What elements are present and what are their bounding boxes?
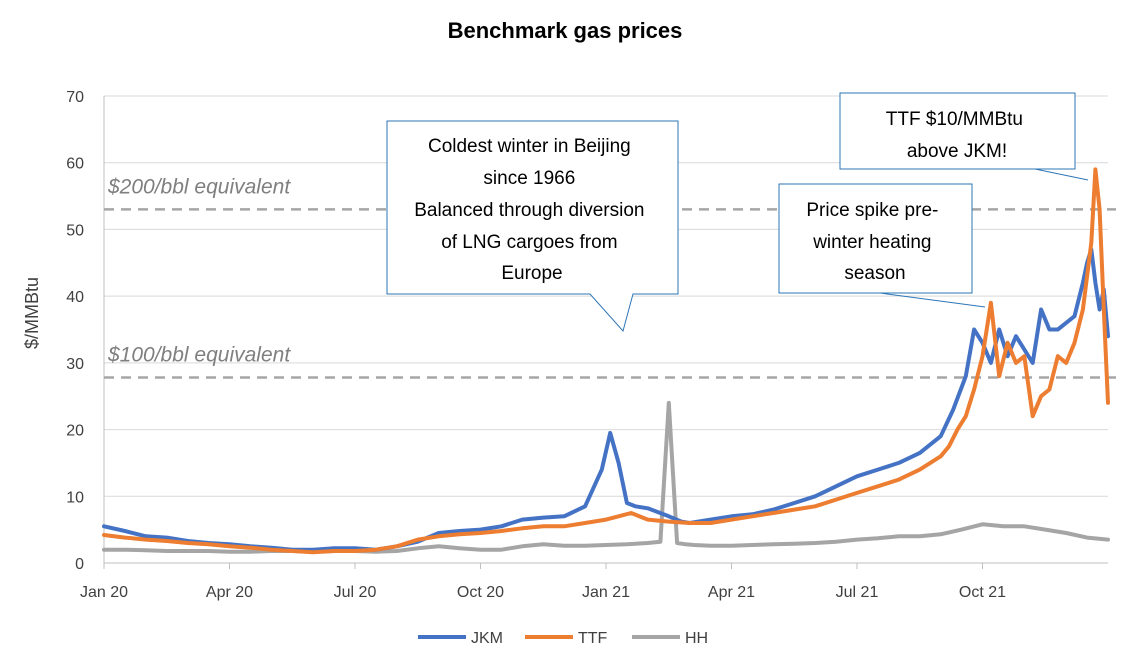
- legend-label-hh: HH: [685, 630, 708, 647]
- callout-price-spike-box: [778, 183, 973, 294]
- x-tick-label: Apr 20: [206, 584, 253, 601]
- chart-title: Benchmark gas prices: [448, 18, 683, 43]
- callout-beijing-line: Balanced through diversion: [414, 200, 644, 221]
- x-tick-label: Jan 21: [582, 584, 630, 601]
- callout-beijing-box: [386, 120, 679, 333]
- x-tick-label: Oct 20: [457, 584, 504, 601]
- callout-beijing-line: of LNG cargoes from: [441, 232, 617, 253]
- callout-price-spike-line: season: [844, 263, 905, 284]
- reference-lines: $200/bbl equivalent $100/bbl equivalent: [104, 175, 1116, 379]
- series-line-ttf: [102, 167, 1110, 555]
- reference-line-label: $100/bbl equivalent: [107, 344, 291, 367]
- x-tick-label: Jul 20: [334, 584, 377, 601]
- y-tick-label: 30: [66, 356, 84, 373]
- callout-ttf-line: above JKM!: [907, 141, 1007, 162]
- callout-beijing: Coldest winter in Beijing since 1966 Bal…: [386, 120, 679, 333]
- y-ticks: 0 10 20 30 40 50 60 70: [66, 89, 84, 573]
- callout-beijing-line: Coldest winter in Beijing: [428, 136, 631, 157]
- callout-price-spike-text: Price spike pre- winter heating season: [806, 200, 943, 284]
- y-tick-label: 0: [75, 556, 84, 573]
- callout-price-spike-pointer: [879, 292, 986, 308]
- x-ticks: Jan 20 Apr 20 Jul 20 Oct 20 Jan 21 Apr 21 Jul …: [80, 563, 1006, 601]
- callout-ttf-pointer: [1034, 168, 1089, 181]
- series-line-hh: [102, 400, 1110, 554]
- x-tick-label: Apr 21: [708, 584, 755, 601]
- x-tick-label: Jul 21: [836, 584, 879, 601]
- legend: JKM TTF HH: [418, 630, 708, 647]
- callout-ttf-line: TTF $10/MMBtu: [886, 109, 1023, 130]
- x-tick-label: Oct 21: [959, 584, 1006, 601]
- y-axis-label: $/MMBtu: [22, 277, 42, 349]
- reference-line-label: $200/bbl equivalent: [107, 175, 291, 198]
- x-tick-label: Jan 20: [80, 584, 128, 601]
- callout-beijing-line: Europe: [501, 263, 562, 284]
- callout-ttf-box: [839, 92, 1076, 170]
- y-tick-label: 10: [66, 489, 84, 506]
- y-tick-label: 40: [66, 289, 84, 306]
- callout-price-spike-line: winter heating: [812, 232, 931, 253]
- y-tick-label: 20: [66, 423, 84, 440]
- series-line-jkm: [102, 247, 1110, 552]
- series-lines: [102, 167, 1110, 555]
- y-tick-label: 50: [66, 222, 84, 239]
- callout-beijing-line: since 1966: [483, 168, 575, 189]
- legend-label-ttf: TTF: [578, 630, 608, 647]
- callout-ttf-text: TTF $10/MMBtu above JKM!: [886, 109, 1029, 162]
- callout-price-spike: Price spike pre- winter heating season: [778, 183, 986, 308]
- callout-price-spike-line: Price spike pre-: [806, 200, 938, 221]
- legend-label-jkm: JKM: [471, 630, 503, 647]
- callout-ttf-above-jkm: TTF $10/MMBtu above JKM!: [839, 92, 1089, 181]
- y-tick-label: 70: [66, 89, 84, 106]
- callout-beijing-text: Coldest winter in Beijing since 1966 Bal…: [414, 136, 650, 284]
- y-tick-label: 60: [66, 156, 84, 173]
